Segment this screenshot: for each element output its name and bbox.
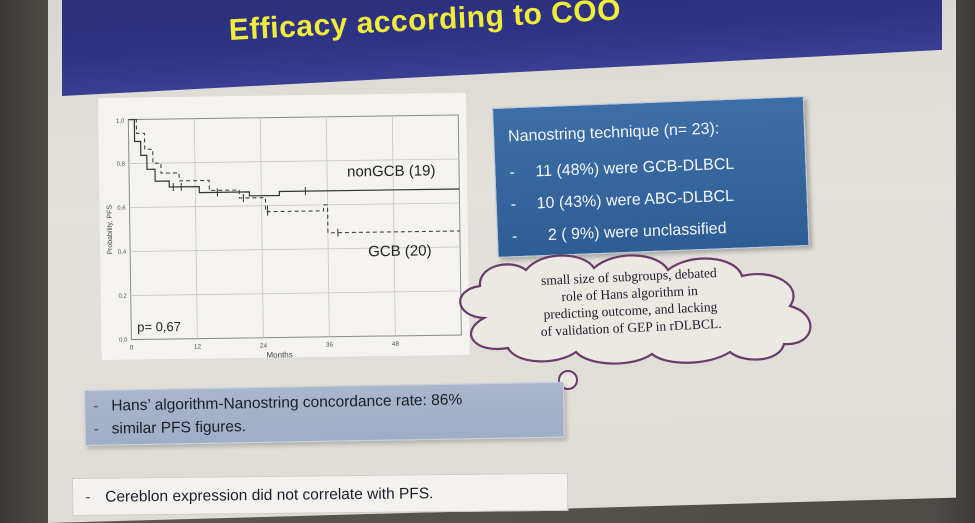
concordance-item: - similar PFS figures.: [94, 418, 247, 439]
x-tick-label: 36: [326, 342, 334, 349]
y-tick-label: 0,6: [117, 206, 126, 212]
info-list-item: - 2 ( 9%) were unclassified: [512, 220, 727, 246]
bullet-dash: -: [93, 420, 100, 438]
bullet-dash: -: [510, 196, 517, 214]
bullet-dash: -: [511, 228, 518, 246]
x-tick-label: 0: [130, 345, 134, 352]
y-axis-label: Probability, PFS: [106, 205, 114, 255]
concordance-item: - Hans’ algorithm-Nanostring concordance …: [93, 391, 462, 415]
bullet-dash: -: [93, 397, 99, 415]
y-tick-label: 0,2: [118, 294, 127, 300]
x-tick-label: 12: [194, 344, 202, 351]
p-value-label: p= 0,67: [137, 319, 181, 335]
bullet-dash: -: [85, 488, 91, 506]
cloud-note: small size of subgroups, debated role of…: [489, 262, 772, 343]
grid: [128, 115, 461, 339]
concordance-box: - Hans’ algorithm-Nanostring concordance …: [84, 381, 565, 446]
info-list-item: - 10 (43%) were ABC-DLBCL: [510, 188, 734, 215]
cereblon-item: - Cereblon expression did not correlate w…: [85, 485, 433, 507]
info-box-heading: Nanostring technique (n= 23):: [507, 120, 720, 146]
y-tick-label: 0,0: [119, 338, 128, 344]
nongcb-curve: [128, 118, 460, 197]
x-axis-label: Months: [266, 350, 292, 359]
info-item-text: 11 (48%) were GCB-DLBCL: [535, 155, 735, 181]
y-tick-label: 1,0: [116, 119, 125, 125]
km-chart-svg: 0,0 0,2 0,4 0,6 0,8 1,0 0 12 24 36 48 Mo…: [106, 114, 462, 360]
info-list-item: - 11 (48%) were GCB-DLBCL: [509, 156, 734, 183]
concordance-item-text: similar PFS figures.: [111, 418, 247, 438]
nongcb-label: nonGCB (19): [347, 162, 436, 180]
gcb-label: GCB (20): [368, 242, 432, 260]
cereblon-item-text: Cereblon expression did not correlate wi…: [105, 485, 434, 506]
thought-cloud-shape: [459, 254, 812, 365]
nanostring-info-box: Nanostring technique (n= 23): -11 (48%) …: [492, 96, 810, 258]
plot-frame: [127, 114, 462, 341]
x-tick-label: 48: [392, 341, 400, 348]
y-tick-label: 0,4: [118, 250, 127, 256]
info-item-text: 10 (43%) were ABC-DLBCL: [536, 187, 735, 213]
x-tick-label: 24: [260, 343, 268, 350]
cereblon-box: - Cereblon expression did not correlate w…: [72, 472, 569, 516]
y-tick-label: 0,8: [117, 162, 126, 168]
bullet-dash: -: [509, 164, 516, 182]
concordance-item-text: Hans’ algorithm-Nanostring concordance r…: [111, 391, 463, 415]
censor-marks: [172, 182, 339, 237]
info-item-text: 2 ( 9%) were unclassified: [547, 220, 727, 244]
kaplan-meier-chart: 0,0 0,2 0,4 0,6 0,8 1,0 0 12 24 36 48 Mo…: [98, 92, 470, 360]
